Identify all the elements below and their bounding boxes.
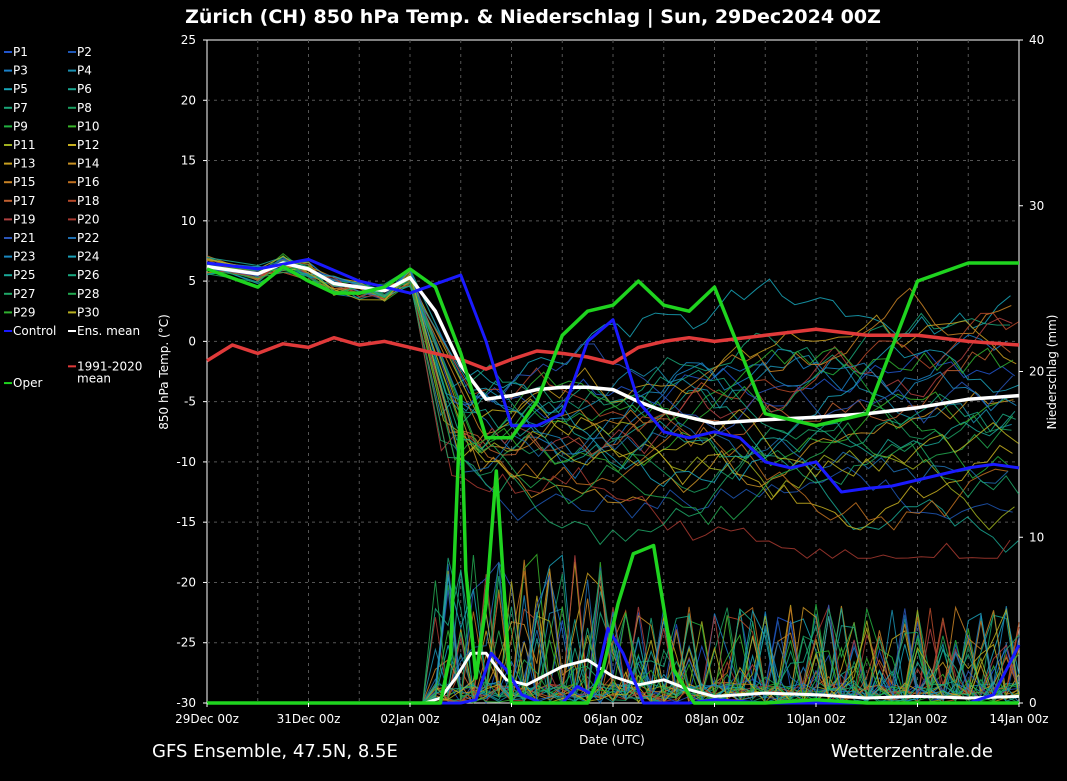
y-tick-label: -20 (176, 575, 196, 589)
y2-tick-label: 0 (1029, 696, 1037, 710)
x-axis-label: Date (UTC) (579, 733, 645, 747)
legend: P1 P2 P3 P4 P5 P6 P7 P8 P9 P10 P11 P12 P13 P14 P15 P16 P… (4, 45, 142, 390)
legend-label: P6 (77, 82, 92, 96)
legend-label: 1991-2020 mean (77, 359, 142, 385)
legend-label: P4 (77, 64, 92, 78)
legend-label: Ens. mean (77, 324, 140, 338)
legend-label: P1 (13, 45, 28, 59)
legend-label: P30 (77, 305, 100, 319)
series-line-1991-2020-mean (206, 327, 1020, 371)
legend-label: P25 (13, 268, 36, 282)
ensemble-member-temp-line (206, 259, 1015, 419)
series-line-oper (206, 261, 1019, 440)
ensemble-member-temp-line (206, 256, 1007, 480)
y-tick-label: 20 (181, 93, 196, 107)
y-tick-label: -5 (184, 395, 196, 409)
legend-label: P11 (13, 138, 36, 152)
ensemble-member-temp-line (206, 260, 1016, 448)
series-line-control (206, 257, 1020, 494)
ensemble-member-temp-line (206, 259, 1013, 531)
x-tick-label: 31Dec 00z (277, 712, 341, 726)
ensemble-member-temp-line (206, 258, 1009, 484)
footer-model-info: GFS Ensemble, 47.5N, 8.5E (152, 741, 398, 762)
legend-label: P5 (13, 82, 28, 96)
y-tick-label: 25 (181, 33, 196, 47)
x-tick-label: 04Jan 00z (482, 712, 541, 726)
legend-label: P3 (13, 64, 28, 78)
ensemble-member-temp-line (206, 263, 1011, 559)
legend-label: P12 (77, 138, 100, 152)
legend-label: P14 (77, 157, 100, 171)
legend-label: P22 (77, 231, 100, 245)
legend-label: P20 (77, 212, 100, 226)
y-tick-label: 15 (181, 154, 196, 168)
legend-label: P2 (77, 45, 92, 59)
legend-label: P29 (13, 305, 36, 319)
legend-label: P8 (77, 101, 92, 115)
legend-label: P13 (13, 157, 36, 171)
ensemble-member-temp-line (206, 267, 1014, 526)
ensemble-member-temp-line (206, 265, 1014, 504)
legend-label: Oper (13, 376, 42, 390)
legend-label: P21 (13, 231, 36, 245)
y-tick-label: -10 (176, 455, 196, 469)
y2-tick-label: 20 (1029, 365, 1044, 379)
legend-label: P16 (77, 175, 100, 189)
x-tick-label: 29Dec 00z (175, 712, 239, 726)
legend-label: P24 (77, 250, 100, 264)
legend-label: P7 (13, 101, 28, 115)
y2-tick-label: 10 (1029, 530, 1044, 544)
x-tick-label: 02Jan 00z (380, 712, 439, 726)
legend-label: P17 (13, 194, 36, 208)
ensemble-member-temp-line (206, 255, 1012, 452)
y-tick-label: -15 (176, 515, 196, 529)
legend-label: P15 (13, 175, 36, 189)
y-axis-label: 850 hPa Temp. (°C) (157, 314, 171, 430)
y-tick-label: 10 (181, 214, 196, 228)
ensemble-member-temp-line (206, 256, 1016, 470)
chart-title: Zürich (CH) 850 hPa Temp. & Niederschlag… (185, 6, 881, 28)
x-tick-label: 12Jan 00z (888, 712, 947, 726)
y2-tick-label: 40 (1029, 33, 1044, 47)
legend-label: P26 (77, 268, 100, 282)
y-tick-label: -25 (176, 636, 196, 650)
ensemble-member-temp-line (206, 261, 1015, 531)
y2-axis-label: Niederschlag (mm) (1045, 315, 1059, 430)
legend-label: P9 (13, 119, 28, 133)
legend-label: P27 (13, 287, 36, 301)
ensemble-member-temp-line (206, 255, 1019, 479)
y2-tick-label: 30 (1029, 199, 1044, 213)
legend-label: P23 (13, 250, 36, 264)
axis-ticks: 25 20 15 10 5 0 -5 -10 -15 -20 -25 -30 40 30 20 10 0 29De… (175, 33, 1049, 726)
y-tick-label: 0 (188, 334, 196, 348)
y-tick-label: -30 (176, 696, 196, 710)
legend-label: P19 (13, 212, 36, 226)
legend-label: Control (13, 324, 56, 338)
ensemble-member-temp-line (206, 262, 1017, 455)
x-tick-label: 10Jan 00z (786, 712, 845, 726)
y-tick-label: 5 (188, 274, 196, 288)
x-tick-label: 06Jan 00z (583, 712, 642, 726)
x-tick-label: 14Jan 00z (989, 712, 1048, 726)
legend-label: P28 (77, 287, 100, 301)
legend-label: P10 (77, 119, 100, 133)
ensemble-member-temp-line (206, 267, 1019, 553)
legend-label: P18 (77, 194, 100, 208)
series-line-oper-precip (207, 394, 1019, 705)
footer-source: Wetterzentrale.de (831, 741, 993, 762)
series-line-ens-mean (206, 261, 1020, 426)
x-tick-label: 08Jan 00z (685, 712, 744, 726)
